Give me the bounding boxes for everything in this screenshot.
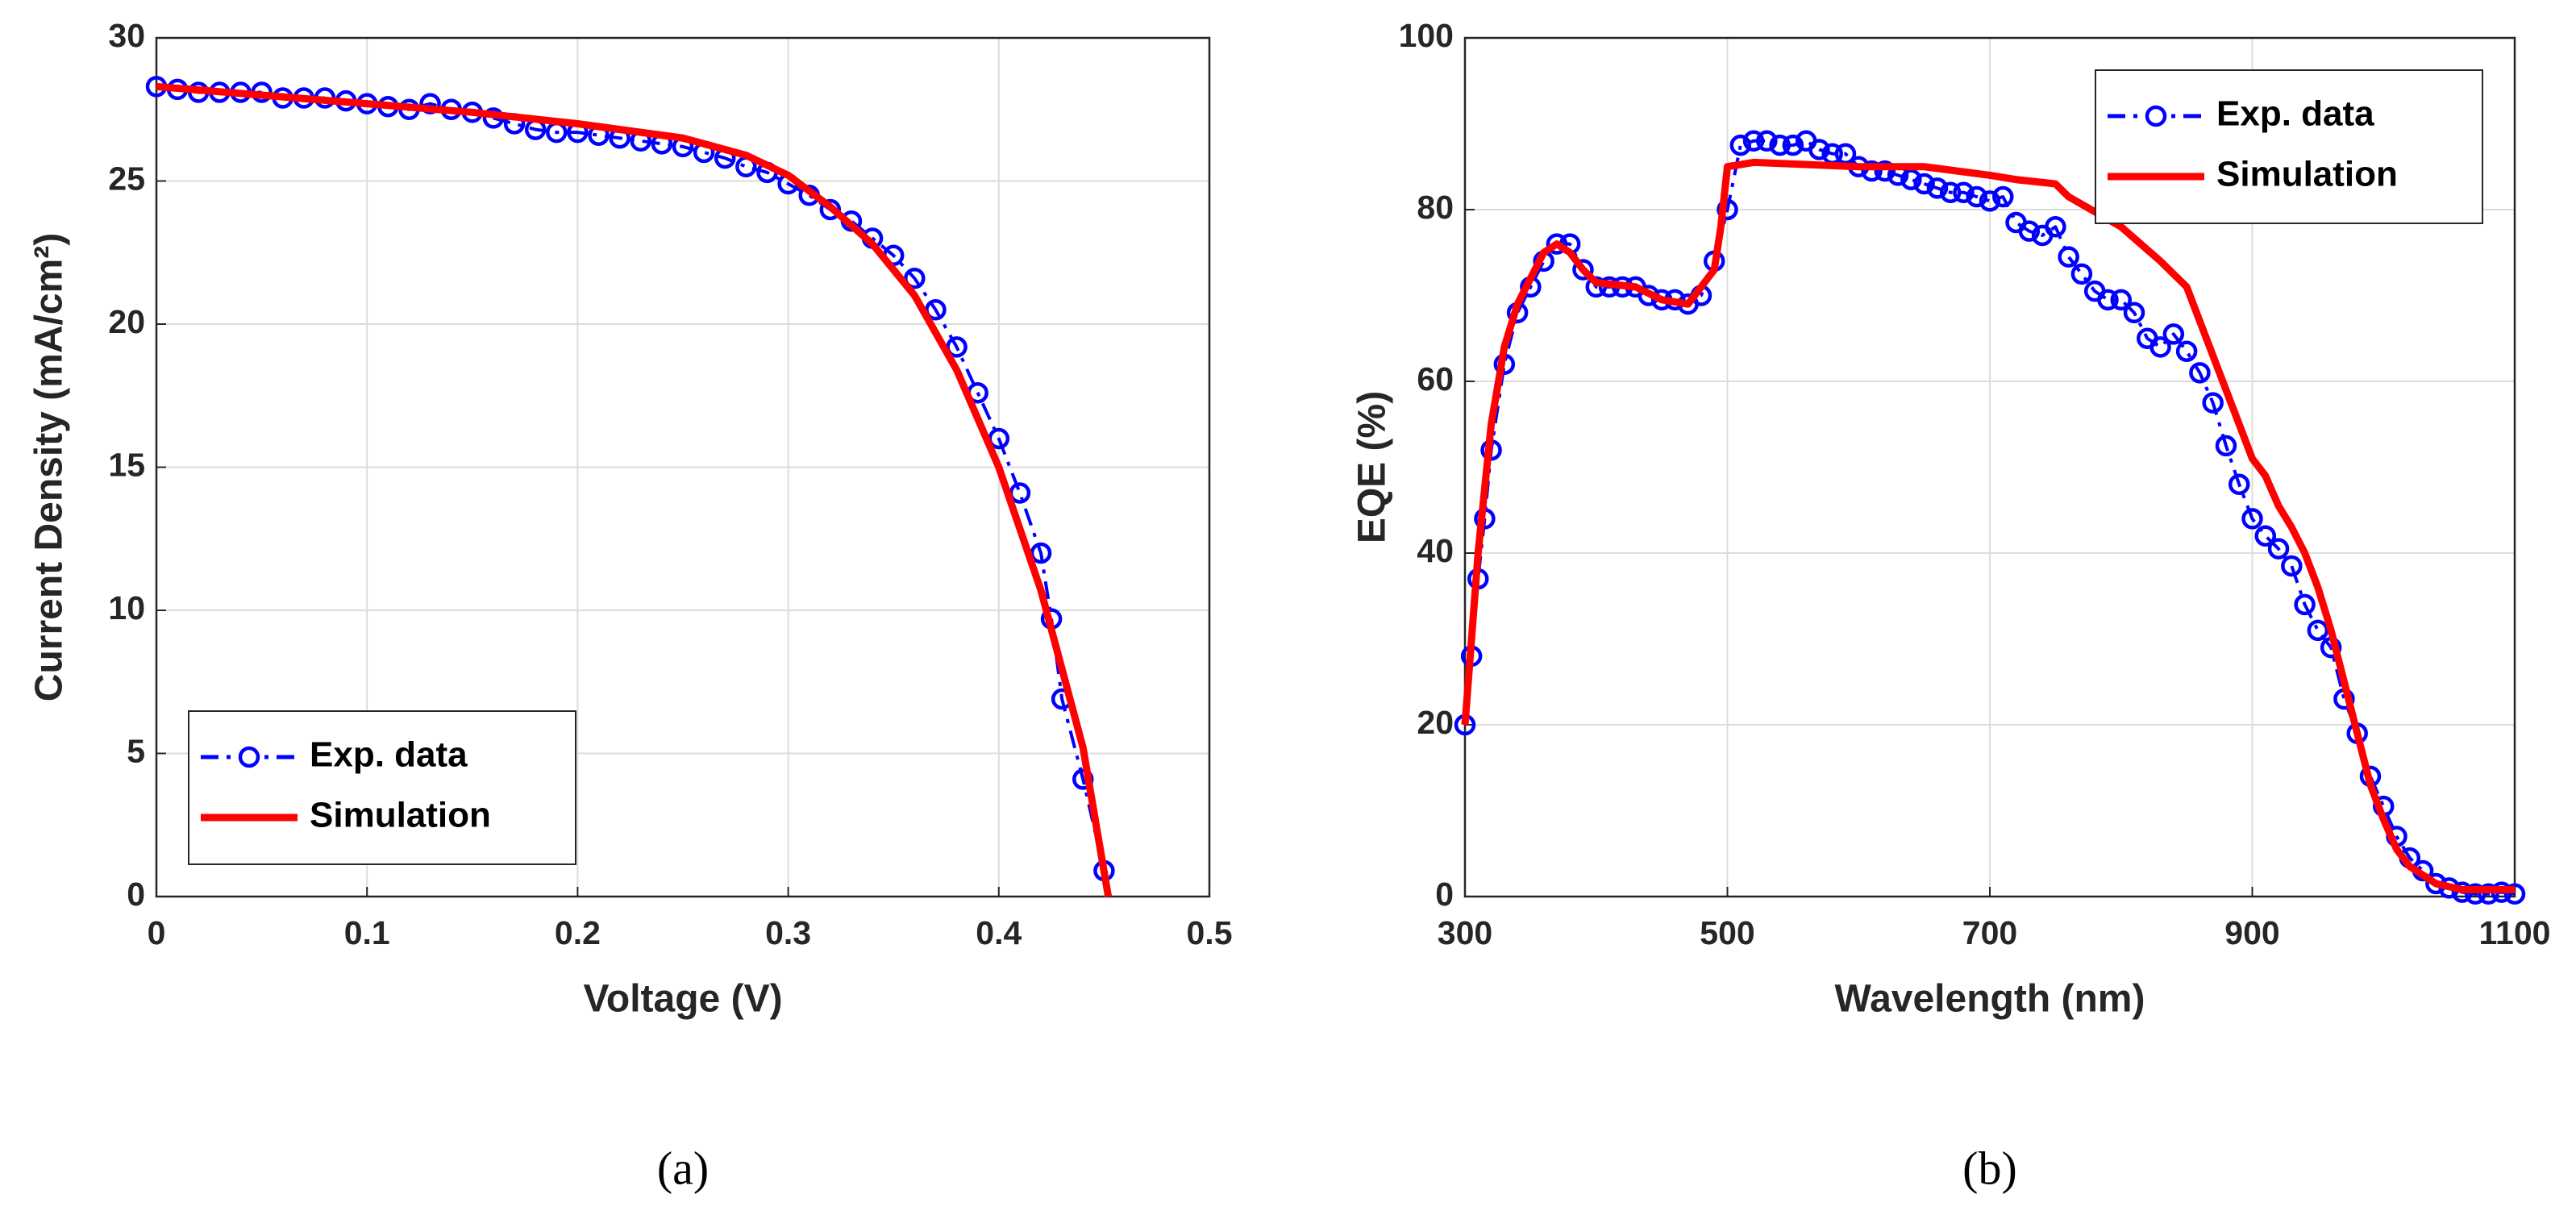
series-line (1461, 158, 2515, 893)
data-point (2215, 435, 2237, 457)
data-point (1861, 160, 1883, 182)
y-tick-label: 15 (108, 446, 145, 483)
data-point (2045, 216, 2066, 238)
data-point (1953, 181, 1975, 203)
y-axis-label: Current Density (mA/cm²) (28, 233, 71, 701)
data-point (1808, 139, 1830, 160)
data-point (1742, 130, 1765, 152)
legend-label: Simulation (2216, 155, 2398, 194)
data-point (2070, 263, 2093, 285)
data-point (1009, 482, 1031, 504)
caption: (b) (1962, 1142, 2017, 1194)
data-point (2241, 508, 2263, 530)
x-tick-label: 0.1 (344, 914, 390, 951)
y-tick-label: 0 (127, 876, 145, 913)
data-point (2110, 289, 2132, 311)
data-point (2464, 883, 2487, 905)
axes-box (155, 36, 1211, 898)
y-tick-label: 0 (1435, 876, 1454, 913)
y-tick-label: 100 (1399, 17, 1454, 54)
legend-marker (238, 746, 260, 768)
legend-box (188, 710, 576, 865)
data-point (2202, 392, 2224, 414)
data-point (2254, 525, 2277, 547)
axes-box (1463, 36, 2516, 898)
data-point (2478, 883, 2499, 905)
x-tick-label: 0.3 (765, 914, 811, 951)
y-tick-label: 20 (108, 303, 145, 340)
data-point (1782, 134, 1804, 156)
data-point (2058, 246, 2079, 268)
x-axis-label: Voltage (V) (583, 978, 782, 1021)
data-point (1874, 160, 1896, 182)
data-point (1979, 190, 2001, 212)
data-point (1900, 169, 1922, 190)
y-tick-label: 25 (108, 160, 145, 197)
x-tick-label: 0.2 (555, 914, 601, 951)
x-tick-label: 900 (2224, 914, 2279, 951)
data-point (904, 267, 926, 289)
data-point (1939, 181, 1962, 203)
data-point (1546, 233, 1568, 255)
data-point (1729, 134, 1752, 156)
data-point (2097, 289, 2119, 311)
data-point (819, 198, 842, 221)
legend-marker (2145, 105, 2167, 127)
x-tick-label: 300 (1438, 914, 1492, 951)
x-tick-label: 0.5 (1187, 914, 1233, 951)
y-tick-label: 60 (1417, 360, 1454, 397)
y-tick-label: 80 (1417, 189, 1454, 226)
y-tick-label: 5 (127, 732, 145, 769)
x-tick-label: 0 (148, 914, 166, 951)
data-point (1572, 259, 1594, 281)
x-axis-label: Wavelength (nm) (1835, 978, 2145, 1021)
data-point (2267, 538, 2290, 560)
data-point (1966, 185, 1987, 208)
data-point (2281, 555, 2303, 577)
y-tick-label: 10 (108, 589, 145, 626)
data-point (2503, 883, 2526, 905)
legend-label: Exp. data (2216, 94, 2374, 134)
y-tick-label: 30 (108, 17, 145, 54)
data-point (2307, 619, 2329, 642)
legend-box (2095, 69, 2483, 224)
x-tick-label: 700 (1962, 914, 2017, 951)
legend-label: Simulation (310, 796, 491, 835)
x-tick-label: 500 (1700, 914, 1754, 951)
y-tick-label: 20 (1417, 704, 1454, 741)
data-point (419, 93, 441, 114)
data-point (1926, 177, 1949, 199)
data-point (2018, 220, 2041, 242)
x-tick-label: 0.4 (976, 914, 1022, 951)
data-point (1756, 130, 1778, 152)
x-tick-label: 1100 (2479, 914, 2551, 951)
data-point (1992, 185, 2014, 208)
data-point (1030, 542, 1052, 564)
data-point (2175, 340, 2198, 362)
y-tick-label: 40 (1417, 532, 1454, 569)
legend-label: Exp. data (310, 735, 468, 775)
caption: (a) (657, 1142, 709, 1194)
data-point (1769, 134, 1791, 156)
data-point (1913, 173, 1935, 195)
data-point (1717, 198, 1738, 221)
data-point (2228, 473, 2250, 496)
series-line (156, 82, 1113, 897)
data-point (2294, 593, 2316, 616)
data-point (2123, 302, 2145, 324)
data-point (2189, 362, 2211, 384)
data-point (2149, 336, 2171, 358)
y-axis-label: EQE (%) (1351, 391, 1394, 543)
data-point (2162, 323, 2185, 345)
